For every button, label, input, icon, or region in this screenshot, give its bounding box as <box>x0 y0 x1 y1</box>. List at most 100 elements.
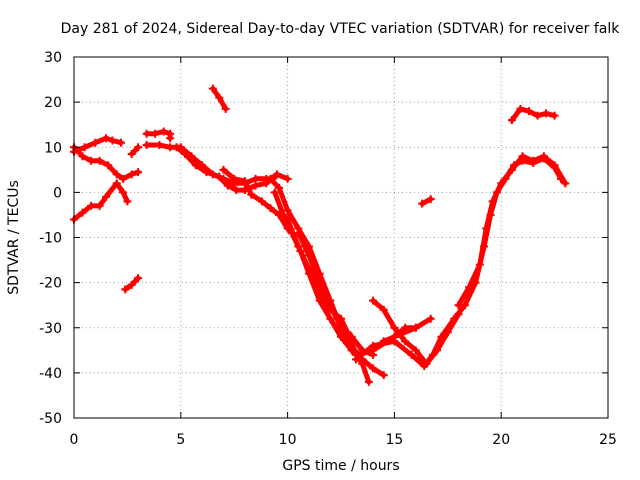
data-point-marker <box>428 350 437 359</box>
data-point-marker <box>337 323 345 332</box>
series-track-j <box>219 165 292 233</box>
data-point-marker <box>369 296 378 305</box>
data-point-marker <box>219 165 228 174</box>
data-point-marker <box>172 143 181 152</box>
data-point-marker <box>304 265 313 274</box>
data-point-marker <box>166 134 175 143</box>
data-point-marker <box>221 104 230 113</box>
x-tick-label: 25 <box>599 432 617 448</box>
y-tick-label: 0 <box>53 185 62 201</box>
y-tick-label: 20 <box>44 95 62 111</box>
data-point-marker <box>112 170 121 179</box>
data-point-marker <box>533 111 542 120</box>
series-track-f <box>142 127 175 143</box>
data-point-marker <box>127 150 136 159</box>
series-track-e <box>121 274 143 294</box>
y-tick-label: -30 <box>39 321 62 337</box>
data-point-marker <box>283 206 292 215</box>
data-point-marker <box>437 332 446 341</box>
data-point-marker <box>102 192 111 201</box>
data-point-marker <box>518 152 527 161</box>
y-tick-label: -50 <box>39 411 62 427</box>
data-point-marker <box>266 204 275 213</box>
data-point-marker <box>87 156 96 165</box>
data-point-marker <box>542 109 551 118</box>
data-point-marker <box>401 323 410 332</box>
data-point-marker <box>181 150 190 159</box>
data-point-marker <box>304 251 313 260</box>
data-point-marker <box>369 364 378 373</box>
data-point-marker <box>420 362 429 371</box>
y-tick-label: -40 <box>39 366 62 382</box>
data-point-marker <box>488 197 497 206</box>
x-tick-label: 0 <box>70 432 79 448</box>
data-point-marker <box>262 179 271 188</box>
data-point-marker <box>507 165 516 174</box>
data-point-marker <box>279 210 288 219</box>
data-point-marker <box>390 337 399 346</box>
data-point-marker <box>418 199 427 208</box>
data-point-marker <box>482 224 491 233</box>
data-point-marker <box>80 143 89 152</box>
series-track-r <box>418 195 435 208</box>
data-point-marker <box>497 179 506 188</box>
data-point-marker <box>134 168 143 177</box>
data-point-marker <box>465 283 474 292</box>
ticks: 0 5 10 15 20 25 -50 -40 -30 -20 -10 0 10 20 30 <box>39 50 617 448</box>
data-point-marker <box>230 174 239 183</box>
x-tick-label: 20 <box>492 432 510 448</box>
data-point-marker <box>78 208 87 217</box>
data-point-marker <box>369 341 378 350</box>
data-point-marker <box>529 156 538 165</box>
data-point-marker <box>108 136 117 145</box>
data-point-marker <box>358 359 367 368</box>
data-point-marker <box>102 134 111 143</box>
series-trace <box>174 144 291 193</box>
data-point-marker <box>119 188 128 197</box>
data-point-marker <box>112 179 121 188</box>
series-track-c <box>70 179 132 224</box>
data-point-marker <box>539 152 548 161</box>
data-points <box>70 84 570 386</box>
y-tick-label: 10 <box>44 140 62 156</box>
data-point-marker <box>337 332 345 341</box>
data-point-marker <box>561 179 570 188</box>
data-point-marker <box>95 156 104 165</box>
data-point-marker <box>223 181 232 190</box>
data-point-marker <box>104 161 113 170</box>
series-trace <box>456 153 568 308</box>
data-point-marker <box>127 170 136 179</box>
data-point-marker <box>507 116 516 125</box>
data-point-marker <box>426 314 435 323</box>
x-tick-label: 10 <box>279 432 297 448</box>
data-point-marker <box>91 138 100 147</box>
data-point-marker <box>95 201 104 210</box>
data-point-marker <box>215 93 224 102</box>
data-point-marker <box>134 274 143 283</box>
data-point-marker <box>127 280 136 289</box>
data-point-marker <box>202 168 211 177</box>
chart-title: Day 281 of 2024, Sidereal Day-to-day VTE… <box>61 21 621 37</box>
series-track-d <box>127 143 143 159</box>
data-point-marker <box>87 201 96 210</box>
grid <box>74 57 608 418</box>
data-point-marker <box>475 260 484 269</box>
data-point-marker <box>364 377 373 386</box>
data-point-marker <box>121 285 130 294</box>
y-tick-label: -20 <box>39 276 62 292</box>
series-trace <box>129 144 141 157</box>
series-trace <box>295 230 376 358</box>
data-point-marker <box>294 228 303 237</box>
x-tick-label: 5 <box>176 432 185 448</box>
data-point-marker <box>411 346 420 355</box>
data-point-marker <box>407 350 416 359</box>
data-point-marker <box>283 215 292 224</box>
data-point-marker <box>142 140 151 149</box>
data-point-marker <box>450 314 459 323</box>
data-point-marker <box>151 129 160 138</box>
data-point-marker <box>215 172 224 181</box>
data-point-marker <box>347 332 356 341</box>
data-point-marker <box>142 129 151 138</box>
